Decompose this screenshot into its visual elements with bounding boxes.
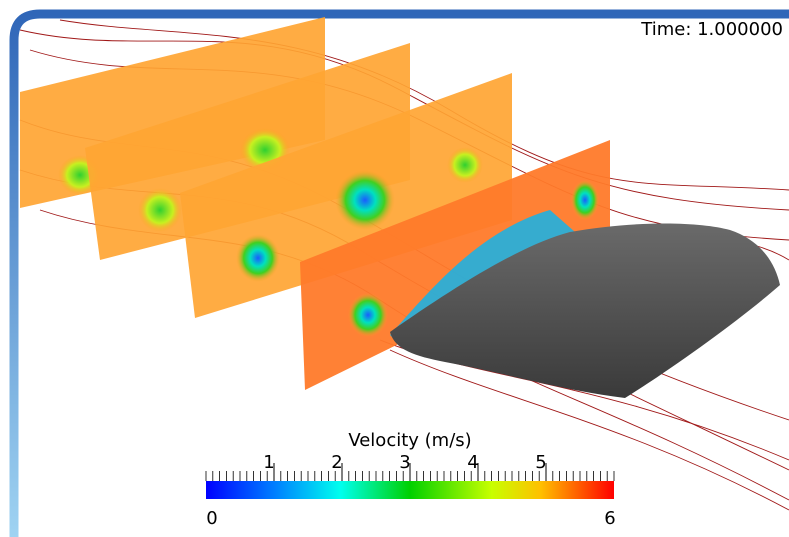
- colorbar-tick-label: 5: [535, 452, 546, 473]
- colorbar-tick-label: 1: [263, 452, 274, 473]
- render-view: Time: 1.000000 Velocity (m/s) 0 6 12345: [0, 0, 789, 537]
- time-label: Time: 1.000000: [640, 19, 783, 40]
- colorbar-min-label: 0: [206, 508, 217, 529]
- colorbar-tick-label: 4: [467, 452, 478, 473]
- colorbar-max-label: 6: [604, 508, 615, 529]
- colorbar-tick-label: 3: [399, 452, 410, 473]
- colorbar-ramp: [206, 481, 614, 499]
- colorbar-title: Velocity (m/s): [348, 430, 471, 451]
- colorbar-tick-label: 2: [331, 452, 342, 473]
